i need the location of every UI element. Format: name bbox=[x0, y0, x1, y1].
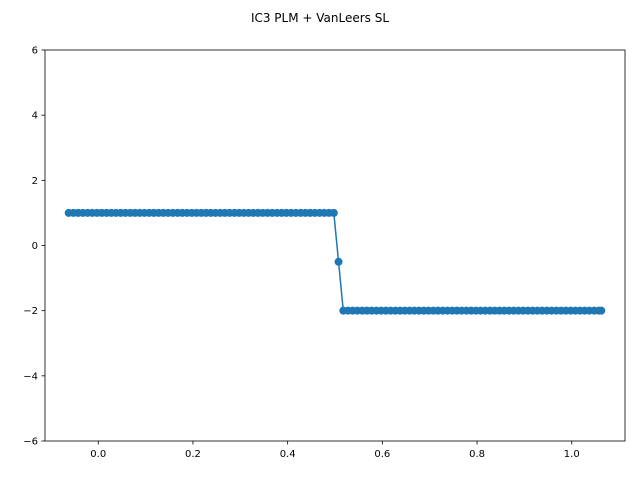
y-tick-label: −6 bbox=[23, 437, 38, 448]
plot-area: 0.0 0.2 0.4 0.6 0.8 1.0 −6 −4 −2 0 2 4 6 bbox=[23, 46, 626, 460]
x-tick-label: 0.8 bbox=[469, 449, 485, 460]
series-layer bbox=[64, 208, 606, 315]
y-tick-label: 2 bbox=[32, 176, 38, 187]
y-tick-label: 4 bbox=[32, 111, 38, 122]
data-point bbox=[329, 208, 338, 217]
x-tick-label: 0.6 bbox=[374, 449, 390, 460]
data-point bbox=[597, 306, 606, 315]
x-axis: 0.0 0.2 0.4 0.6 0.8 1.0 bbox=[90, 441, 580, 460]
y-tick-label: −4 bbox=[23, 371, 38, 382]
y-tick-label: −2 bbox=[23, 306, 38, 317]
y-axis: −6 −4 −2 0 2 4 6 bbox=[23, 46, 45, 448]
data-point bbox=[334, 257, 343, 266]
x-tick-label: 0.2 bbox=[185, 449, 201, 460]
chart-title: IC3 PLM + VanLeers SL bbox=[251, 11, 389, 25]
y-tick-label: 6 bbox=[32, 46, 38, 57]
x-tick-label: 0.4 bbox=[280, 449, 296, 460]
y-tick-label: 0 bbox=[32, 241, 38, 252]
x-tick-label: 0.0 bbox=[90, 449, 106, 460]
x-tick-label: 1.0 bbox=[564, 449, 580, 460]
